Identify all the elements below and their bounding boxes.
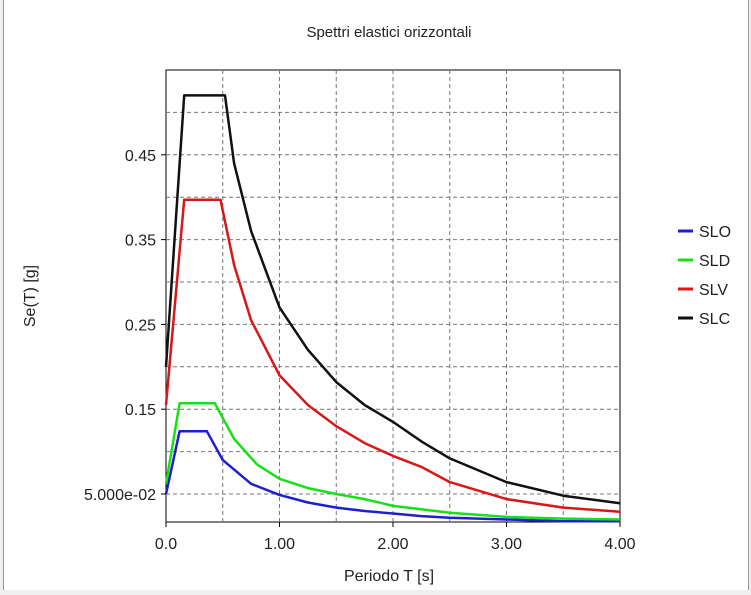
x-tick-label: 4.00: [604, 536, 635, 553]
y-tick-label: 0.25: [125, 317, 156, 334]
grid-lines: [166, 70, 620, 522]
y-tick-label: 0.35: [125, 233, 156, 250]
legend-label-sld: SLD: [699, 253, 730, 270]
x-tick-label: 1.00: [264, 536, 295, 553]
tick-labels: 0.0 1.00 2.00 3.00 4.00 5.000e-02 0.15 0.25 0.35…: [84, 148, 636, 553]
legend: SLO SLD SLV SLC: [678, 224, 731, 328]
series-line-slc: [164, 94, 621, 505]
legend-label-slc: SLC: [699, 311, 730, 328]
legend-label-slv: SLV: [699, 282, 728, 299]
x-tick-label: 0.0: [155, 536, 177, 553]
y-axis-label: Se(T) [g]: [22, 265, 39, 327]
x-tick-label: 2.00: [377, 536, 408, 553]
chart-window: Spettri elastici orizzontali 0.0 1.00 2.00…: [3, 0, 749, 590]
spectrum-chart: Spettri elastici orizzontali 0.0 1.00 2.00…: [22, 24, 731, 585]
series-line-slo: [164, 430, 620, 523]
y-tick-label: 0.15: [125, 402, 156, 419]
series-line-slv: [164, 198, 621, 514]
y-tick-label: 5.000e-02: [84, 487, 156, 504]
series-group: [164, 94, 621, 523]
y-tick-label: 0.45: [125, 148, 156, 165]
chart-title: Spettri elastici orizzontali: [306, 24, 471, 41]
series-line-sld: [164, 402, 621, 521]
x-tick-label: 3.00: [491, 536, 522, 553]
x-axis-label: Periodo T [s]: [344, 568, 434, 585]
legend-label-slo: SLO: [699, 224, 731, 241]
